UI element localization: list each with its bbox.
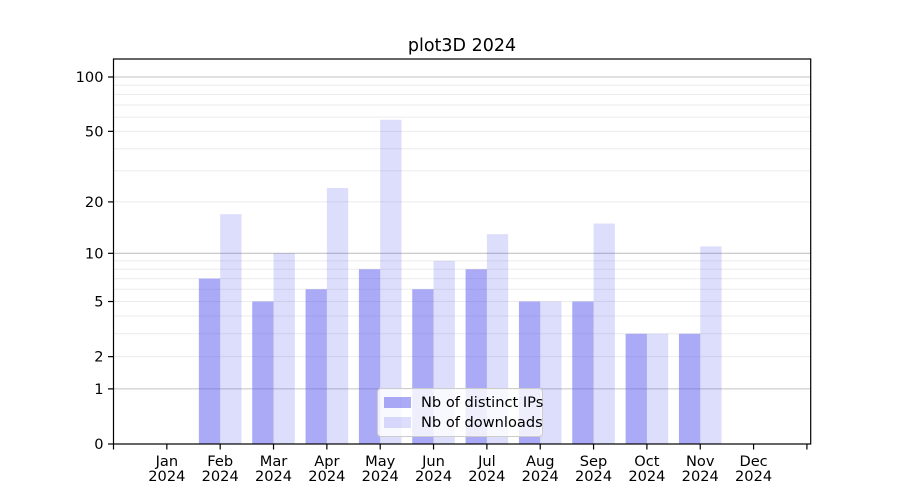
x-tick-label-month-May: May <box>365 453 396 470</box>
bar-downloads-May <box>380 119 402 445</box>
x-tick-label-month-Dec: Dec <box>739 453 767 470</box>
y-tick-label-50: 50 <box>85 123 104 140</box>
bar-downloads-Mar <box>273 253 295 444</box>
bar-downloads-Aug <box>540 301 562 444</box>
bar-ips-Mar <box>252 301 274 444</box>
x-tick-label-year-Apr: 2024 <box>308 468 345 485</box>
y-tick-label-5: 5 <box>94 294 103 311</box>
x-tick-label-year-Jan: 2024 <box>148 468 185 485</box>
x-tick-label-month-Feb: Feb <box>207 453 233 470</box>
x-tick-label-year-Mar: 2024 <box>255 468 292 485</box>
legend-row-ips: Nb of distinct IPs <box>384 394 543 411</box>
legend-label-downloads: Nb of downloads <box>421 413 543 431</box>
bar-ips-Feb <box>198 278 221 444</box>
x-tick-label-year-Nov: 2024 <box>682 468 719 485</box>
x-tick-label-month-Sep: Sep <box>580 453 608 470</box>
bar-ips-Apr <box>305 289 327 444</box>
x-tick-label-year-Jul: 2024 <box>468 468 505 485</box>
bar-downloads-Feb <box>220 214 242 444</box>
y-tick-label-1: 1 <box>94 381 103 398</box>
y-tick-label-100: 100 <box>76 69 104 86</box>
x-tick-label-month-Aug: Aug <box>526 453 555 470</box>
legend-swatch-downloads-icon <box>384 416 411 428</box>
bar-downloads-Nov <box>700 246 722 444</box>
x-tick-label-year-Oct: 2024 <box>628 468 665 485</box>
y-tick-label-2: 2 <box>94 349 103 366</box>
bar-downloads-Oct <box>646 333 669 444</box>
legend-swatch-distinct-ips-icon <box>384 397 411 409</box>
legend-row-downloads: Nb of downloads <box>384 414 543 431</box>
x-tick-label-year-Dec: 2024 <box>735 468 772 485</box>
bar-downloads-Sep <box>593 223 615 444</box>
x-tick-label-month-Jun: Jun <box>421 453 445 470</box>
bar-ips-Sep <box>572 301 594 444</box>
x-tick-label-month-Apr: Apr <box>314 453 339 470</box>
x-tick-label-month-Mar: Mar <box>260 453 288 470</box>
x-tick-label-year-Aug: 2024 <box>522 468 559 485</box>
x-tick-label-year-Feb: 2024 <box>202 468 239 485</box>
x-tick-label-month-Nov: Nov <box>686 453 715 470</box>
x-tick-label-year-May: 2024 <box>362 468 399 485</box>
legend-label-distinct-ips: Nb of distinct IPs <box>421 394 544 412</box>
legend: Nb of distinct IPs Nb of downloads <box>377 388 543 437</box>
y-tick-label-20: 20 <box>85 194 104 211</box>
y-tick-label-0: 0 <box>94 436 103 453</box>
bar-ips-Nov <box>678 333 701 444</box>
x-tick-label-year-Jun: 2024 <box>415 468 452 485</box>
y-tick-label-10: 10 <box>85 245 104 262</box>
bar-ips-May <box>358 269 381 444</box>
x-tick-label-month-Jan: Jan <box>155 453 179 470</box>
bar-ips-Oct <box>625 333 647 444</box>
x-tick-label-month-Jul: Jul <box>477 453 496 470</box>
x-tick-label-month-Oct: Oct <box>634 453 660 470</box>
bar-downloads-Apr <box>326 188 349 444</box>
chart-title: plot3D 2024 <box>407 36 517 56</box>
plot-border <box>112 58 812 445</box>
x-tick-label-year-Sep: 2024 <box>575 468 612 485</box>
